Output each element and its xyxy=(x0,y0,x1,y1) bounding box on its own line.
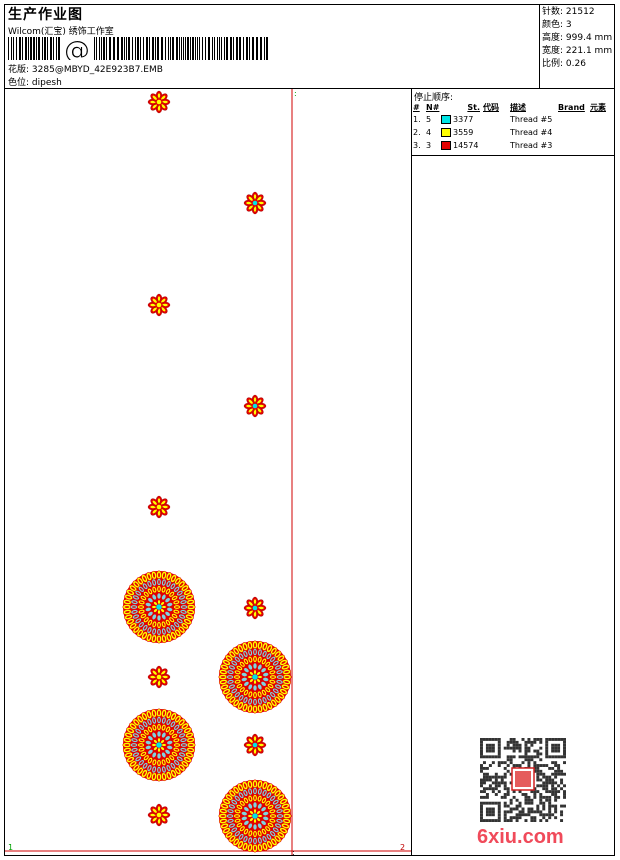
stitches-value: 21512 xyxy=(565,7,595,17)
corner-marker-bottom-right: 2 xyxy=(400,843,405,852)
small-flower-motif xyxy=(243,191,267,215)
width-row: 宽度: 221.1 mm xyxy=(542,46,613,56)
width-value: 221.1 mm xyxy=(565,46,613,56)
corner-marker-bottom-left: 1 xyxy=(8,843,13,852)
barcode-symbol: @ xyxy=(64,37,90,60)
medallion-motif xyxy=(218,640,292,714)
stop-sequence-title: 停止顺序: xyxy=(414,93,454,103)
color-swatch xyxy=(441,141,452,150)
medallion-motif xyxy=(218,779,292,853)
barcode: @ xyxy=(8,37,268,60)
watermark-text: 6xiu.com xyxy=(477,826,564,848)
table-row: 2. 4 3559 Thread #4 xyxy=(413,128,553,137)
colorway-row: 色位: dipesh xyxy=(8,75,62,88)
qr-code-watermark xyxy=(480,738,566,822)
design-canvas: : 1 2 : xyxy=(5,89,411,855)
page-title: 生产作业图 xyxy=(8,7,83,23)
colors-row: 颜色: 3 xyxy=(542,20,572,30)
table-row: 3. 3 14574 Thread #3 xyxy=(413,141,553,150)
stats-panel: 针数: 21512 颜色: 3 高度: 999.4 mm 宽度: 221.1 m… xyxy=(542,6,612,71)
design-file-row: 花版: 3285@MBYD_42E923B7.EMB xyxy=(8,62,163,75)
stitches-row: 针数: 21512 xyxy=(542,7,595,17)
table-row: 1. 5 3377 Thread #5 xyxy=(413,115,553,124)
design-file: 3285@MBYD_42E923B7.EMB xyxy=(31,65,163,75)
stats-divider xyxy=(539,4,540,88)
corner-marker-bottom-center: : xyxy=(292,848,295,855)
page-frame xyxy=(4,4,615,856)
height-row: 高度: 999.4 mm xyxy=(542,33,613,43)
header-divider xyxy=(4,88,615,89)
height-value: 999.4 mm xyxy=(565,33,613,43)
small-flower-motif xyxy=(147,90,171,114)
colorway-value: dipesh xyxy=(31,78,62,88)
small-flower-motif xyxy=(147,293,171,317)
company-name: Wilcom(汇宝) 绣饰工作室 xyxy=(8,27,114,37)
scale-value: 0.26 xyxy=(565,59,586,69)
stop-sequence-table: # N# St. 代码 描述 Brand 元素 1. 5 3377 Thread #… xyxy=(413,101,606,152)
medallion-motif xyxy=(122,708,196,782)
corner-marker-top: : xyxy=(294,89,297,98)
small-flower-motif xyxy=(147,665,171,689)
sidebar-divider xyxy=(411,88,412,856)
medallion-motif xyxy=(122,570,196,644)
colorway-label: 色位: xyxy=(8,78,30,88)
table-header-row: # N# St. 代码 描述 Brand 元素 xyxy=(413,102,606,112)
small-flower-motif xyxy=(147,803,171,827)
colors-value: 3 xyxy=(565,20,572,30)
design-label: 花版: xyxy=(8,65,30,75)
sequence-divider xyxy=(411,155,615,156)
small-flower-motif xyxy=(147,495,171,519)
color-swatch xyxy=(441,115,452,124)
scale-row: 比例: 0.26 xyxy=(542,59,586,69)
small-flower-motif xyxy=(243,596,267,620)
small-flower-motif xyxy=(243,733,267,757)
small-flower-motif xyxy=(243,394,267,418)
color-swatch xyxy=(441,128,452,137)
